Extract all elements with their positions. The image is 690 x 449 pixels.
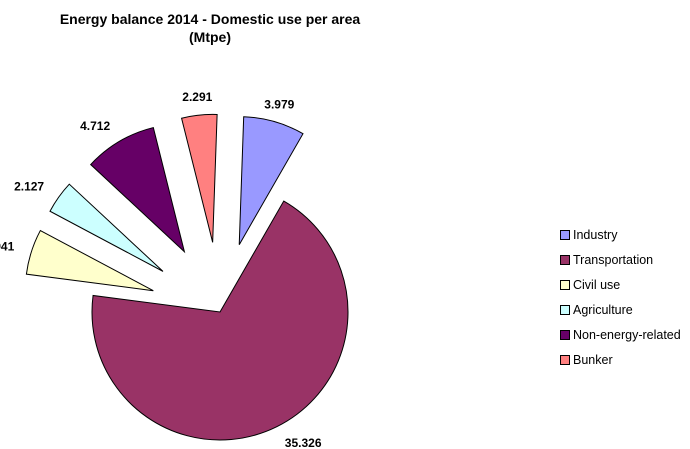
data-label-non-energy-related: 4.712 xyxy=(80,119,110,133)
chart-subtitle-text: (Mtpe) xyxy=(189,29,231,45)
data-label-bunker: 2.291 xyxy=(182,90,212,104)
legend-swatch xyxy=(560,254,570,265)
legend-item-transportation: Transportation xyxy=(560,247,681,272)
pie-slice-transportation xyxy=(91,200,349,441)
data-label-industry: 3.979 xyxy=(264,97,294,111)
legend-item-industry: Industry xyxy=(560,222,681,247)
pie-slice-bunker xyxy=(180,113,218,243)
legend-label: Bunker xyxy=(573,352,613,367)
chart-legend: Industry Transportation Civil use Agricultu… xyxy=(560,222,681,372)
legend-swatch xyxy=(560,329,570,340)
chart-title-text: Energy balance 2014 - Domestic use per a… xyxy=(59,11,361,27)
data-label-civil-use: 2.941 xyxy=(0,239,15,253)
legend-swatch xyxy=(560,279,570,290)
pie-slice-industry xyxy=(238,116,304,245)
legend-swatch xyxy=(560,304,570,315)
chart-title: Energy balance 2014 - Domestic use per a… xyxy=(0,10,420,46)
legend-item-non-energy-related: Non-energy-related xyxy=(560,322,681,347)
pie-slice-civil-use xyxy=(25,229,154,292)
legend-label: Agriculture xyxy=(573,302,633,317)
legend-swatch xyxy=(560,229,570,240)
legend-label: Industry xyxy=(573,227,618,242)
legend-label: Civil use xyxy=(573,277,621,292)
legend-label: Transportation xyxy=(573,252,654,267)
legend-swatch xyxy=(560,354,570,365)
legend-item-civil-use: Civil use xyxy=(560,272,681,297)
data-label-transportation: 35.326 xyxy=(285,436,322,449)
legend-item-agriculture: Agriculture xyxy=(560,297,681,322)
pie-slice-agriculture xyxy=(49,183,164,272)
legend-item-bunker: Bunker xyxy=(560,347,681,372)
data-label-agriculture: 2.127 xyxy=(14,180,44,194)
pie-slice-non-energy-related xyxy=(89,126,186,254)
legend-label: Non-energy-related xyxy=(573,327,681,342)
